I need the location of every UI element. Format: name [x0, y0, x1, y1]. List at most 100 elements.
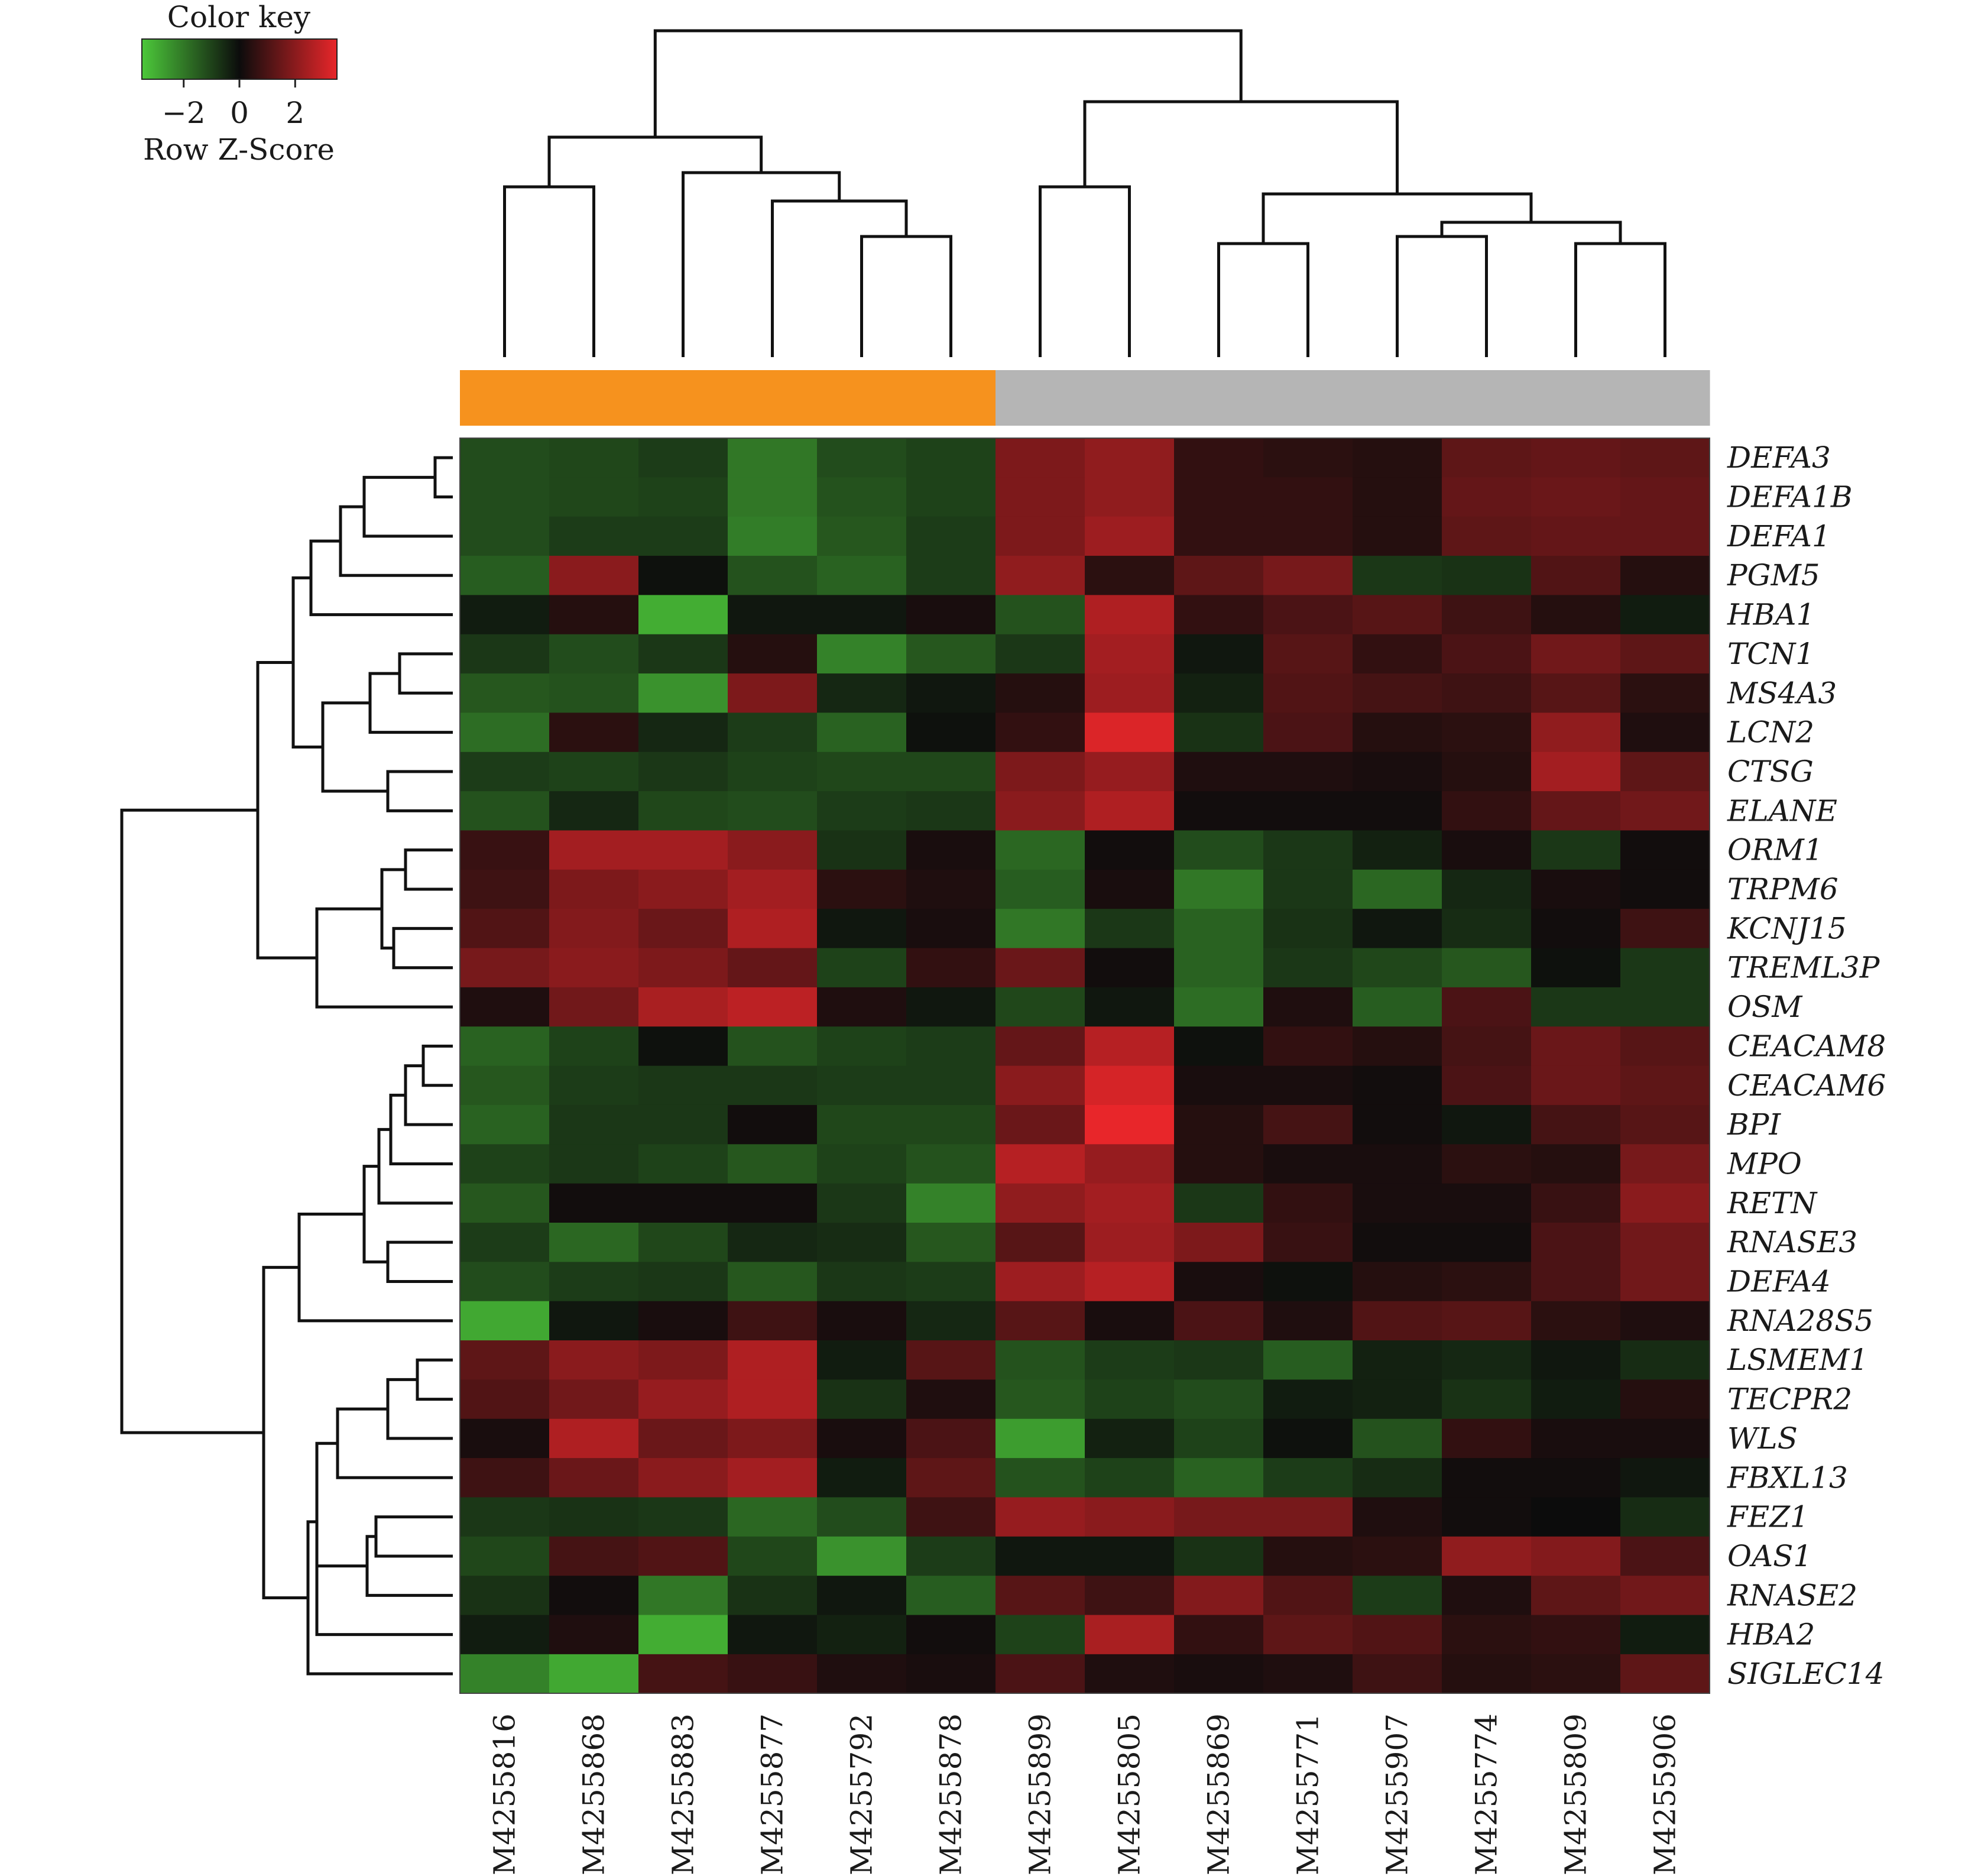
heatmap-cell [728, 1536, 818, 1576]
heatmap-cell [1620, 1144, 1710, 1184]
heatmap-cell [1174, 1065, 1264, 1106]
heatmap-cell [1353, 948, 1442, 988]
heatmap-cell [817, 477, 907, 517]
heatmap-cell [1353, 516, 1442, 556]
heatmap-cell [728, 1301, 818, 1341]
heatmap-cell [1174, 438, 1264, 478]
heatmap-cell [1531, 987, 1621, 1027]
heatmap-cell [1620, 438, 1710, 478]
heatmap-cell [1174, 791, 1264, 831]
heatmap-cell [1085, 830, 1175, 870]
heatmap-cell [817, 1340, 907, 1380]
heatmap-cell [817, 1183, 907, 1223]
heatmap-cell [1085, 1379, 1175, 1420]
heatmap-cell [996, 909, 1085, 949]
heatmap-cell [1263, 751, 1353, 792]
heatmap-cell [1085, 477, 1175, 517]
heatmap-cell [638, 987, 728, 1027]
heatmap-cell [906, 1340, 996, 1380]
heatmap-cell [996, 477, 1085, 517]
row-label: RNASE2 [1727, 1578, 1857, 1612]
heatmap-cell [1531, 1183, 1621, 1223]
heatmap-cell [1174, 634, 1264, 674]
heatmap-cell [996, 1104, 1085, 1145]
column-label: GSM4255878 [934, 1713, 968, 1876]
heatmap-cell [1085, 438, 1175, 478]
heatmap-cell [728, 1183, 818, 1223]
heatmap-cell [549, 1536, 639, 1576]
heatmap-cell [817, 1497, 907, 1537]
heatmap-cell [549, 477, 639, 517]
heatmap-cell [728, 987, 818, 1027]
dendrogram-branch [1440, 221, 1622, 244]
heatmap-cell [460, 1183, 550, 1223]
heatmap-cell [817, 1654, 907, 1694]
dendrogram-branch [262, 1266, 308, 1599]
heatmap-cell [549, 1379, 639, 1420]
heatmap-cell [906, 948, 996, 988]
heatmap-cell [1085, 791, 1175, 831]
heatmap-cell [1085, 1262, 1175, 1302]
heatmap-cell [1174, 1104, 1264, 1145]
heatmap-cell [817, 673, 907, 714]
heatmap-cell [996, 438, 1085, 478]
heatmap-cell [1620, 673, 1710, 714]
heatmap-cell [906, 516, 996, 556]
group-bar-cell [728, 370, 818, 426]
heatmap-cell [817, 634, 907, 674]
heatmap-cell [1531, 909, 1621, 949]
dendrogram-branch [309, 539, 453, 617]
heatmap-cell [728, 1497, 818, 1537]
heatmap-cell [1531, 1065, 1621, 1106]
heatmap-cell [1620, 1065, 1710, 1106]
heatmap-cell [728, 830, 818, 870]
heatmap-cell [1174, 673, 1264, 714]
dendrogram-branch [386, 770, 453, 812]
heatmap-cell [1620, 1576, 1710, 1616]
heatmap-cell [1085, 1183, 1175, 1223]
heatmap-cell [996, 1536, 1085, 1576]
heatmap-cell [1531, 1379, 1621, 1420]
heatmap-cell [549, 1262, 639, 1302]
dendrogram-branch [362, 475, 453, 538]
heatmap-cell [1263, 987, 1353, 1027]
heatmap-cell [906, 791, 996, 831]
dendrogram-branch [297, 1212, 453, 1323]
heatmap-cell [460, 556, 550, 595]
heatmap-cell [1174, 1458, 1264, 1498]
heatmap-cell [549, 634, 639, 674]
heatmap-cell [728, 556, 818, 595]
heatmap-cell [1620, 1104, 1710, 1145]
dendrogram-branch [365, 1535, 453, 1597]
heatmap-cell [460, 1379, 550, 1420]
heatmap-cell [638, 516, 728, 556]
dendrogram-branch [1396, 235, 1488, 357]
heatmap-cell [1531, 438, 1621, 478]
heatmap-cell [1353, 791, 1442, 831]
heatmap-cell [1620, 1262, 1710, 1302]
group-bar-cell [1353, 370, 1442, 426]
heatmap-cell [1620, 712, 1710, 753]
heatmap-cell [1442, 1301, 1532, 1341]
heatmap-cell [1620, 634, 1710, 674]
group-bar-cell [1085, 370, 1175, 426]
heatmap-cell [549, 595, 639, 635]
heatmap-cell [1531, 1026, 1621, 1067]
heatmap-cell [1353, 1497, 1442, 1537]
heatmap-cell [996, 1576, 1085, 1616]
heatmap-cell [1174, 1576, 1264, 1616]
row-label: CEACAM6 [1727, 1068, 1886, 1103]
heatmap-cell [817, 1144, 907, 1184]
heatmap-cell [549, 1183, 639, 1223]
heatmap-cell [549, 1458, 639, 1498]
heatmap-cell [1085, 1654, 1175, 1694]
heatmap-cell [1442, 948, 1532, 988]
heatmap-cell [996, 1418, 1085, 1459]
heatmap-cell [549, 1576, 639, 1616]
heatmap-cell [460, 1654, 550, 1694]
heatmap-cell [460, 673, 550, 714]
heatmap-cell [906, 1262, 996, 1302]
heatmap-cell [1620, 791, 1710, 831]
heatmap-cell [460, 712, 550, 753]
column-label: GSM4255792 [845, 1713, 879, 1876]
